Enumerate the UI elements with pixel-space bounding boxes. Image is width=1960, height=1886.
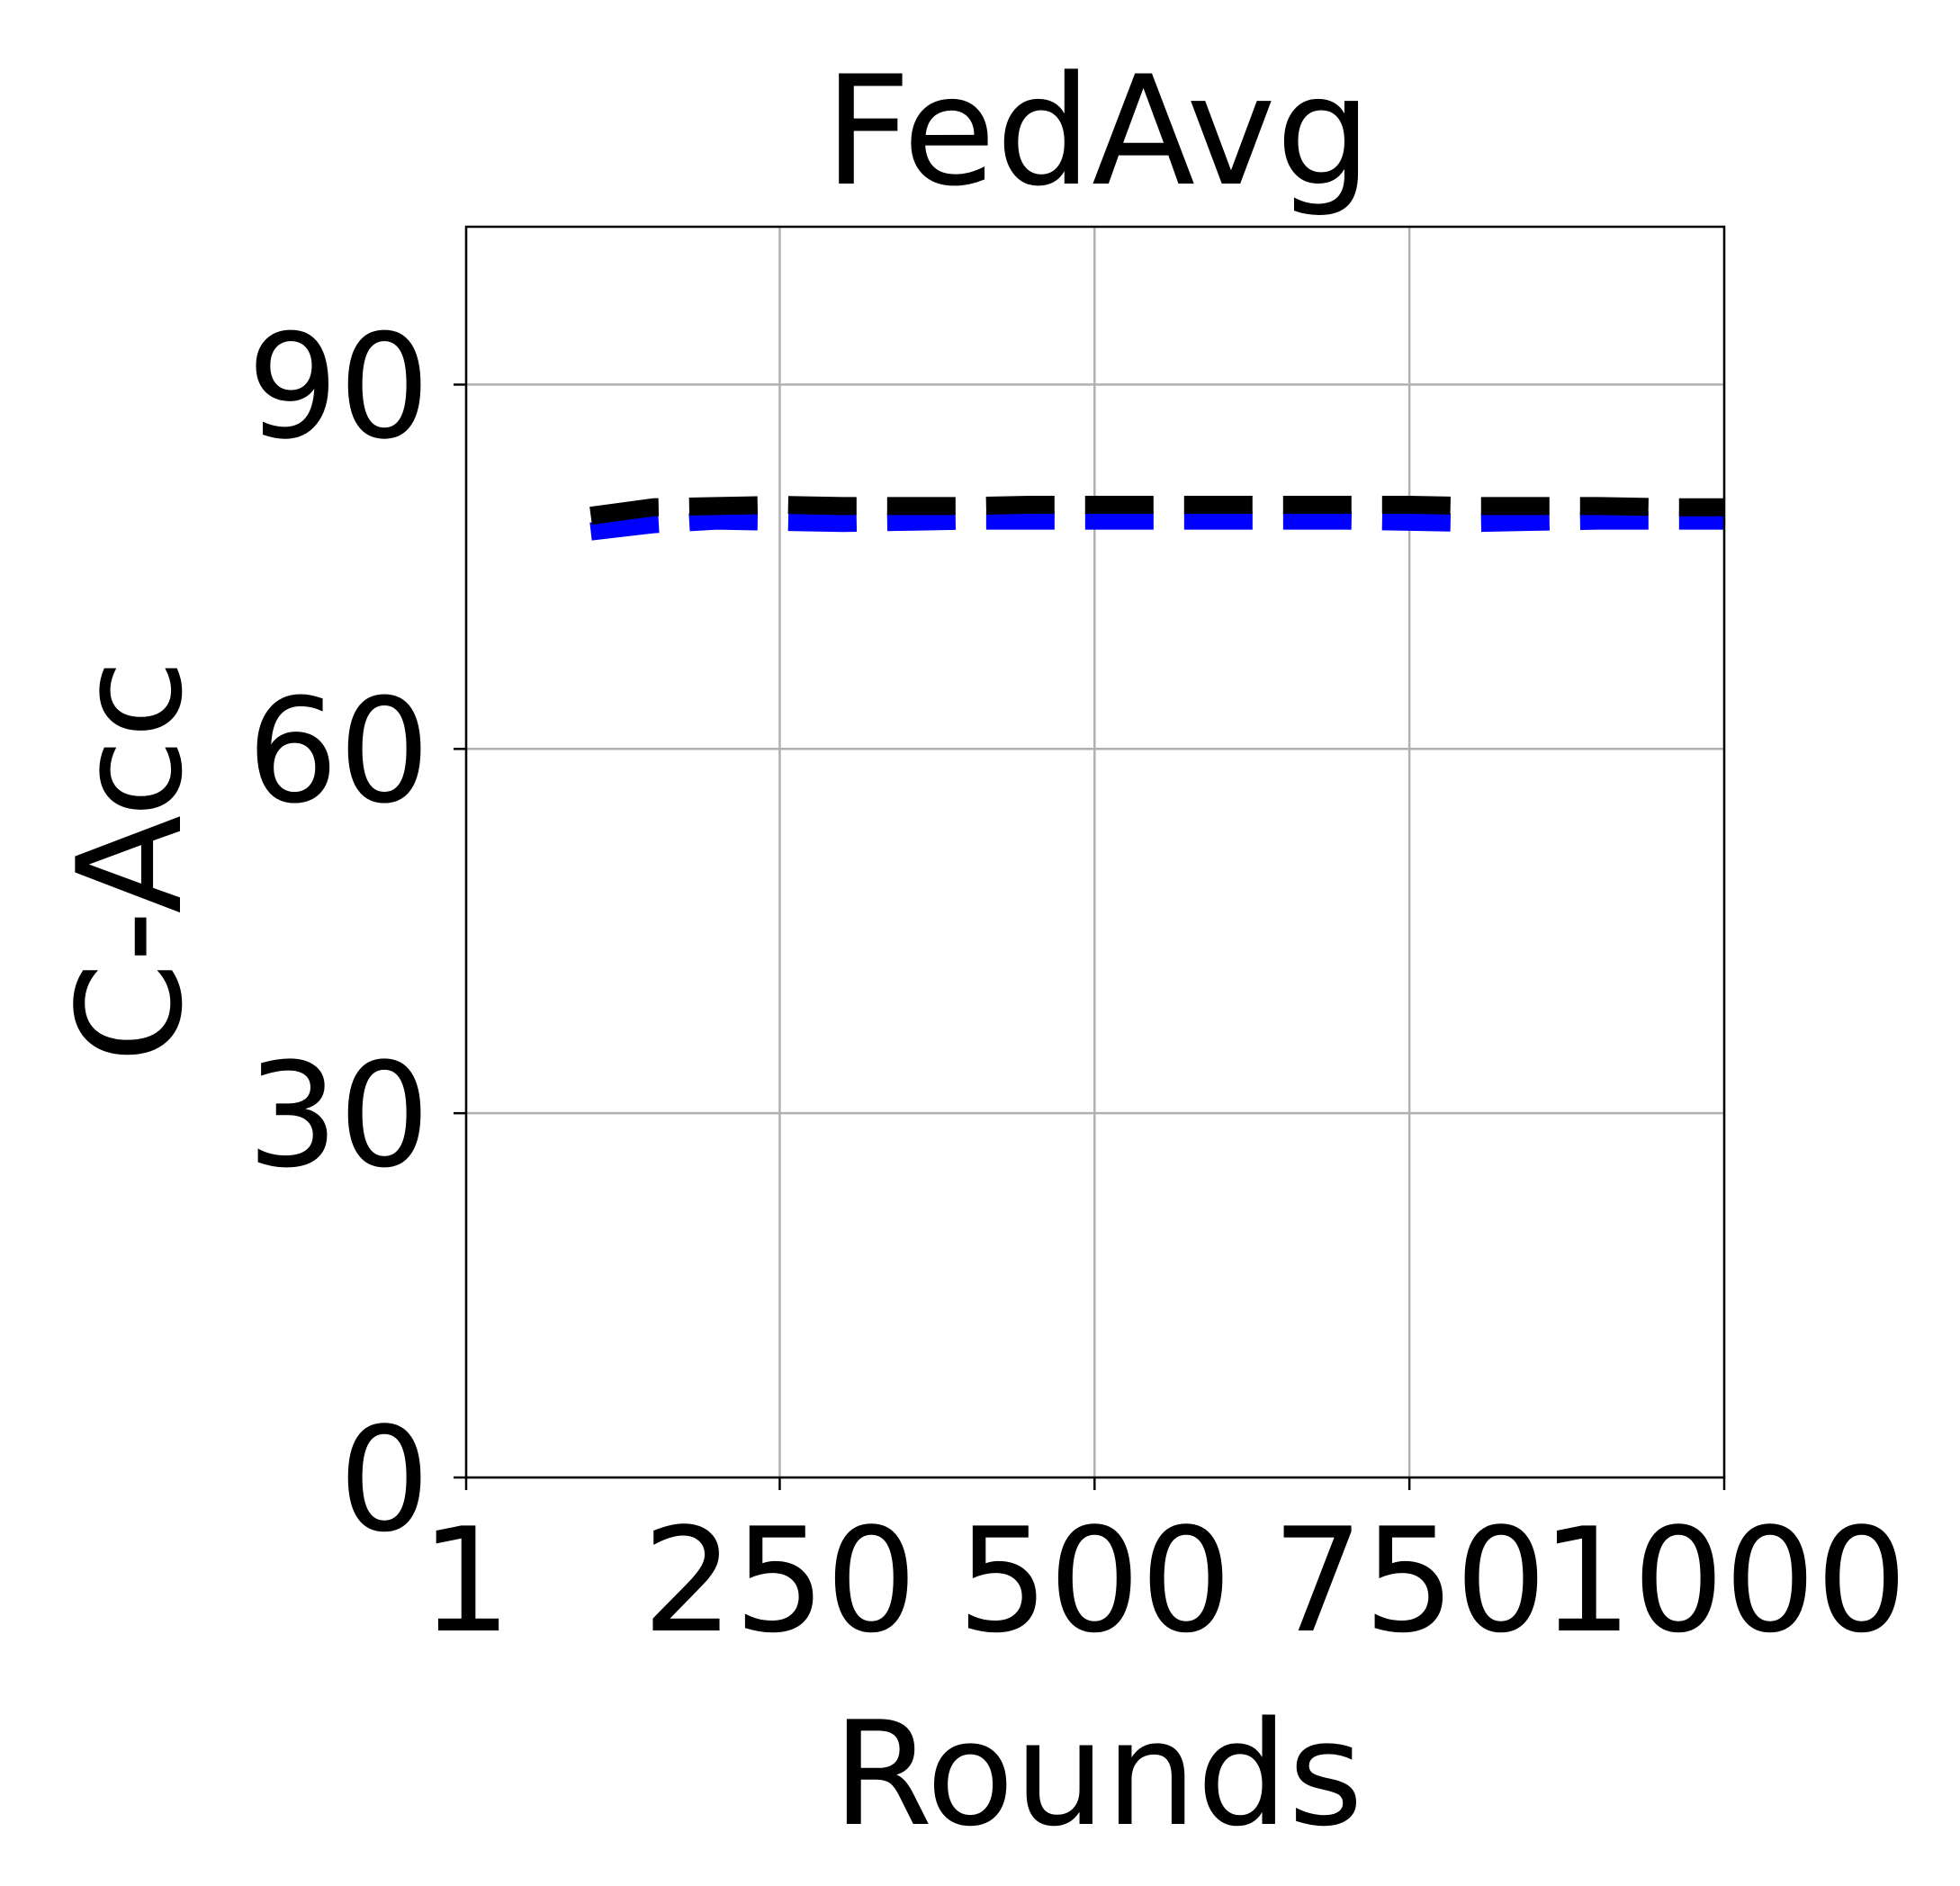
y-tick-label: 30: [247, 1031, 430, 1199]
x-tick-label: 250: [643, 1496, 917, 1665]
x-tick-label: 500: [958, 1496, 1232, 1665]
x-tick-label: 1: [420, 1496, 512, 1665]
y-tick-label: 0: [338, 1396, 430, 1564]
chart-title: FedAvg: [824, 43, 1372, 220]
x-axis-label: Rounds: [832, 1690, 1363, 1858]
y-tick-label: 90: [247, 302, 430, 471]
y-axis-label: C-Acc: [46, 660, 214, 1064]
x-tick-label: 1000: [1541, 1496, 1907, 1665]
x-tick-label: 750: [1272, 1496, 1546, 1665]
y-tick-label: 60: [247, 667, 430, 835]
